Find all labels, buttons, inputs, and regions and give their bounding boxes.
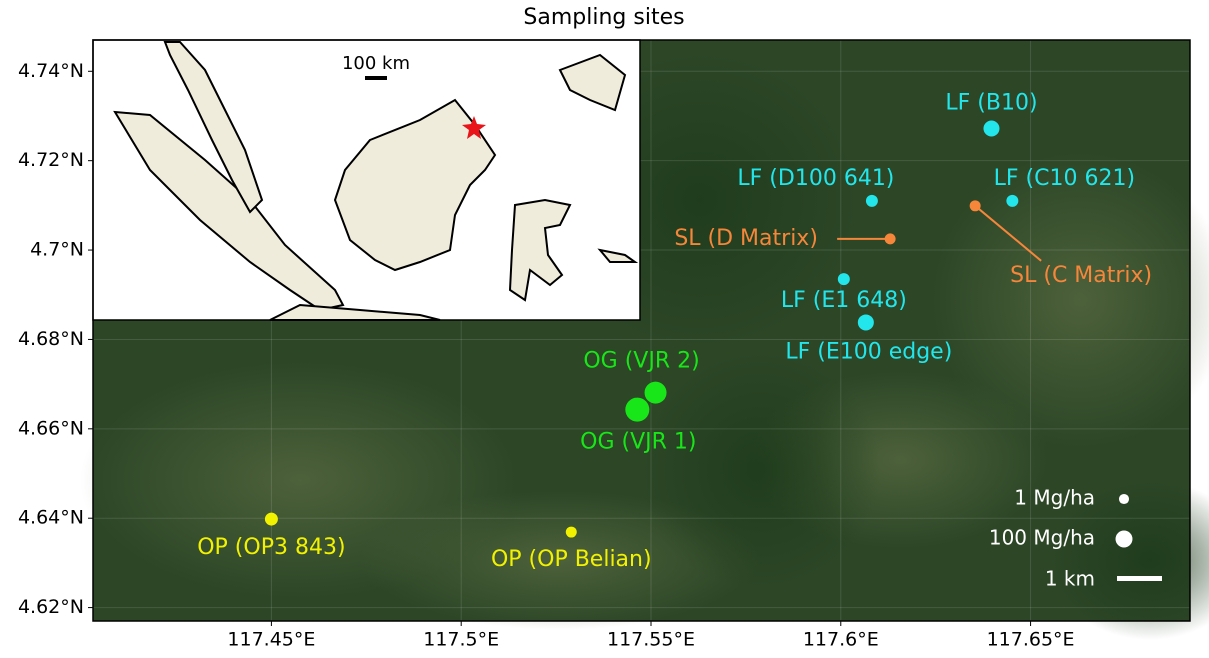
site-point <box>566 527 577 538</box>
x-tick-label: 117.5°E <box>423 629 499 651</box>
scale-bar-label: 1 km <box>1045 567 1095 591</box>
site-label: LF (B10) <box>945 90 1037 115</box>
size-legend-marker <box>1116 531 1133 548</box>
site-point <box>858 314 874 330</box>
x-tick-label: 117.6°E <box>803 629 879 651</box>
site-label: SL (C Matrix) <box>1010 263 1152 288</box>
site-point <box>265 513 278 526</box>
site-label: LF (C10 621) <box>994 166 1135 191</box>
site-point <box>1006 195 1018 207</box>
x-tick-label: 117.45°E <box>227 629 315 651</box>
y-tick-label: 4.68°N <box>18 328 84 350</box>
site-label: OP (OP Belian) <box>491 547 652 572</box>
site-label: LF (D100 641) <box>737 166 894 191</box>
y-tick-label: 4.74°N <box>18 60 84 82</box>
site-label: SL (D Matrix) <box>674 226 818 251</box>
site-label: OP (OP3 843) <box>197 535 345 560</box>
y-tick-label: 4.64°N <box>18 507 84 529</box>
inset-scale-label: 100 km <box>342 53 410 74</box>
site-point <box>983 120 999 136</box>
site-label: OG (VJR 2) <box>583 349 699 374</box>
scale-bar <box>1117 576 1162 581</box>
x-tick-label: 117.55°E <box>607 629 695 651</box>
map-figure: Sampling sites 100 km LF (B10) LF (D100 6… <box>0 0 1209 654</box>
site-label: LF (E1 648) <box>781 288 907 313</box>
y-tick-label: 4.72°N <box>18 149 84 171</box>
chart-title: Sampling sites <box>523 5 684 30</box>
site-label: LF (E100 edge) <box>785 339 952 364</box>
site-point <box>645 382 667 404</box>
y-tick-label: 4.62°N <box>18 596 84 618</box>
y-tick-label: 4.66°N <box>18 417 84 439</box>
site-point <box>866 195 878 207</box>
inset-map: 100 km <box>93 40 640 320</box>
site-point <box>885 233 896 244</box>
y-tick-label: 4.7°N <box>30 239 84 261</box>
site-point <box>625 398 649 422</box>
site-label: OG (VJR 1) <box>580 430 696 455</box>
site-point <box>838 273 850 285</box>
x-tick-label: 117.65°E <box>987 629 1075 651</box>
size-legend-label: 100 Mg/ha <box>989 526 1095 550</box>
size-legend-marker <box>1119 494 1129 504</box>
site-point <box>970 200 981 211</box>
size-legend-label: 1 Mg/ha <box>1014 486 1095 510</box>
